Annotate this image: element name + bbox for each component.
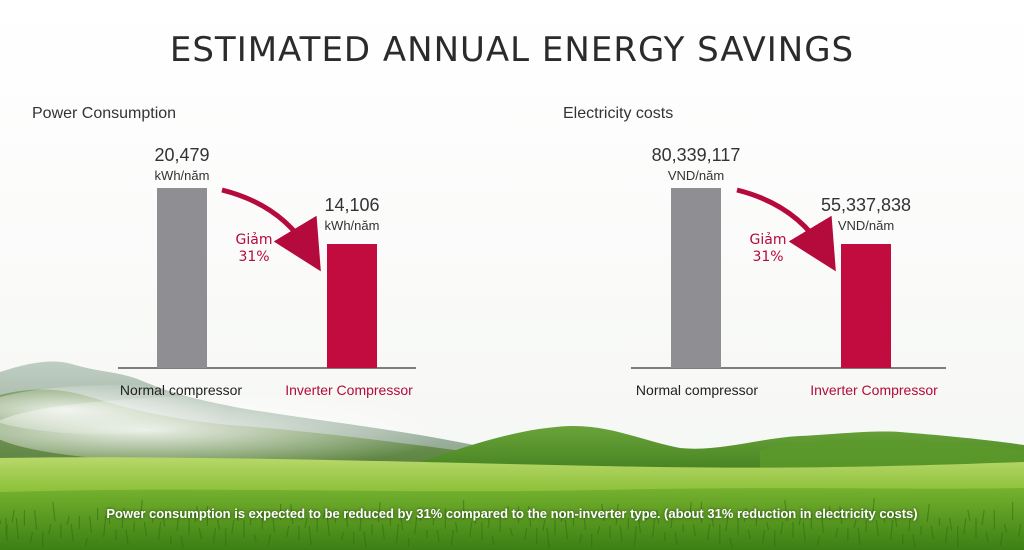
reduction-word: Giảm [749, 232, 787, 248]
category-label-inverter-power: Inverter Compressor [285, 382, 413, 398]
reduction-arrow-0 [221, 187, 321, 272]
unit-label-normal-cost: VND/năm [667, 168, 725, 183]
value-label-inverter-cost: 55,337,838 [820, 195, 912, 215]
category-label-normal-power: Normal compressor [119, 382, 243, 398]
bar-power-normal [157, 188, 207, 368]
bar-cost-inverter [841, 244, 891, 368]
chart-title-power: Power Consumption [32, 105, 177, 122]
page-title: ESTIMATED ANNUAL ENERGY SAVINGS [169, 30, 855, 70]
reduction-arrow-1 [736, 187, 836, 272]
value-label-inverter-power: 14,106 [324, 195, 380, 215]
value-label-normal-power: 20,479 [154, 145, 210, 165]
chart-title-costs: Electricity costs [563, 105, 674, 122]
reduction-value: 31% [752, 249, 784, 265]
bar-power-inverter [327, 244, 377, 368]
reduction-word: Giảm [235, 232, 273, 248]
bar-cost-normal [671, 188, 721, 368]
category-label-normal-cost: Normal compressor [635, 382, 759, 398]
unit-label-inverter-power: kWh/năm [324, 218, 380, 233]
footer-note: Power consumption is expected to be redu… [106, 506, 918, 521]
category-label-inverter-cost: Inverter Compressor [810, 382, 938, 398]
reduction-label-cost: Giảm 31% [738, 232, 798, 266]
reduction-value: 31% [238, 249, 270, 265]
unit-label-normal-power: kWh/năm [154, 168, 210, 183]
value-label-normal-cost: 80,339,117 [651, 145, 741, 165]
unit-label-inverter-cost: VND/năm [837, 218, 895, 233]
reduction-label-power: Giảm 31% [224, 232, 284, 266]
